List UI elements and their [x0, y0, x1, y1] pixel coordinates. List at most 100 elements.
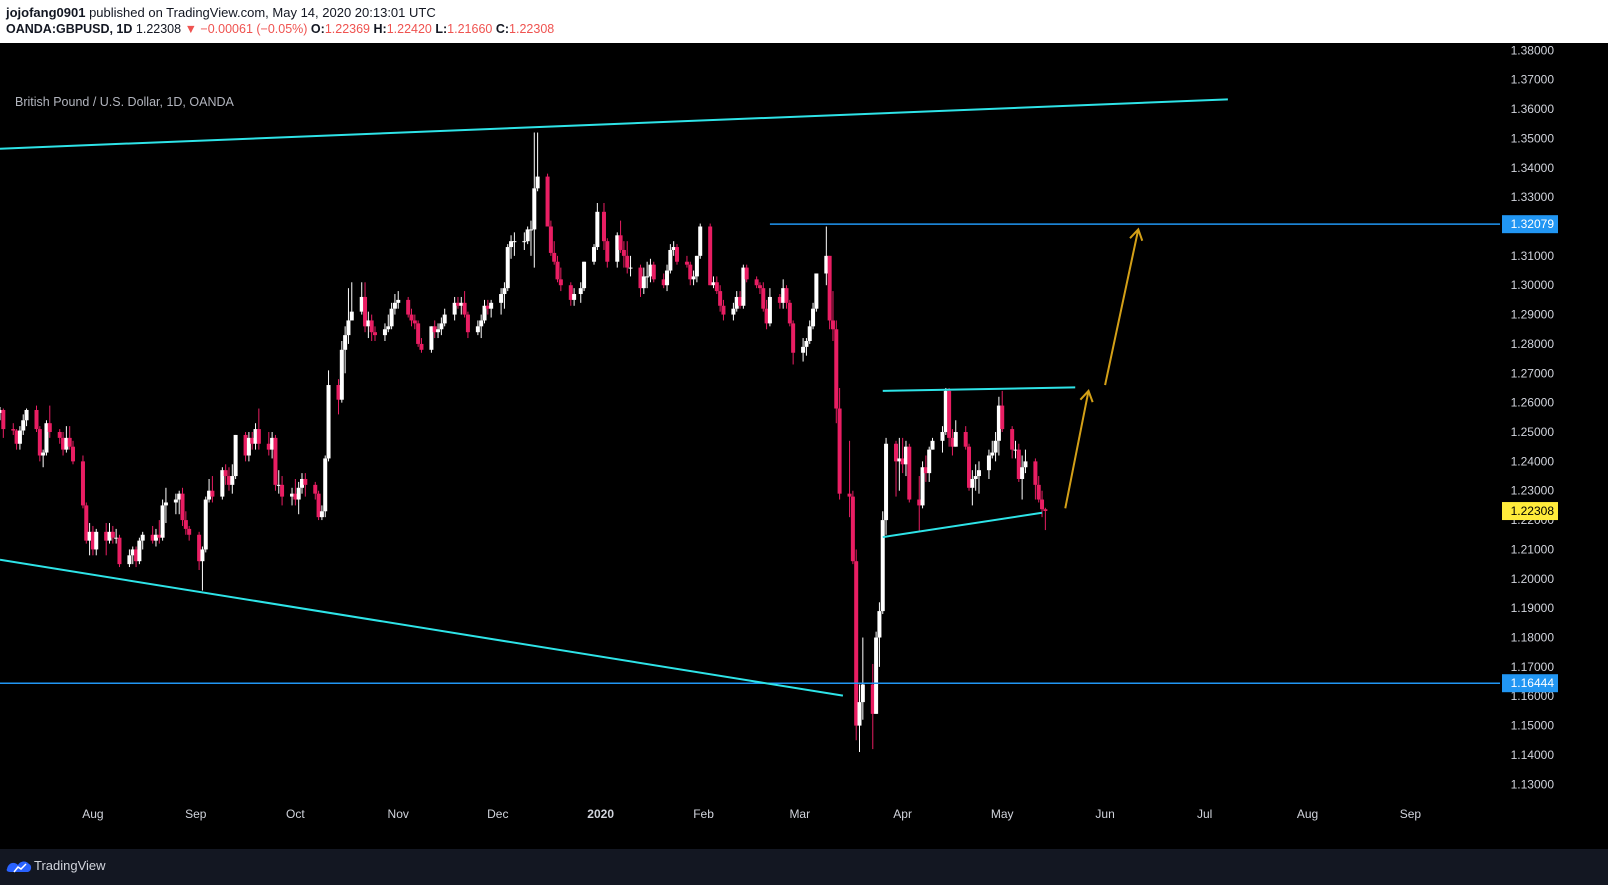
trend-line: [0, 558, 844, 697]
candle-body: [814, 273, 819, 309]
candle-body: [930, 440, 935, 450]
chart-area[interactable]: 1.13000 1.14000 1.15000 1.16000 1.17000 1.180…: [0, 43, 1608, 849]
candle-body: [130, 549, 135, 556]
author-name[interactable]: jojofang0901: [6, 5, 86, 20]
candle-body: [323, 458, 328, 512]
candle-body: [582, 261, 587, 289]
chart-title: British Pound / U.S. Dollar, 1D, OANDA: [15, 95, 234, 109]
candle-body: [976, 470, 981, 477]
price-chart[interactable]: 1.13000 1.14000 1.15000 1.16000 1.17000 1.180…: [0, 43, 1608, 849]
candle-body: [223, 470, 228, 477]
candle-body: [628, 267, 633, 269]
candle-body: [349, 311, 354, 321]
price-badge: [1502, 674, 1558, 693]
candle-body: [923, 467, 928, 474]
candle-body: [233, 434, 238, 477]
x-axis-tick-label: Nov: [388, 807, 409, 821]
candle-body: [153, 534, 158, 541]
candle-body: [963, 432, 968, 447]
price-badge-label: 1.32079: [1511, 217, 1555, 231]
candle-body: [967, 446, 972, 488]
y-axis-tick-label: 1.17000: [1511, 660, 1555, 674]
low-label: L:: [435, 22, 448, 36]
candle-body: [552, 252, 557, 262]
y-axis-tick-label: 1.34000: [1511, 161, 1555, 175]
x-axis-tick-label: Jun: [1095, 807, 1114, 821]
candle-body: [303, 478, 308, 485]
candle-body: [834, 329, 839, 409]
candle-body: [900, 458, 905, 465]
candle-body: [163, 502, 168, 506]
candle-body: [509, 241, 514, 248]
candle-body: [230, 476, 235, 485]
price-badge: [1502, 215, 1558, 234]
candle-body: [11, 429, 16, 431]
tradingview-logo-icon[interactable]: [6, 858, 32, 874]
candle-body: [64, 437, 69, 450]
y-axis-tick-label: 1.33000: [1511, 190, 1555, 204]
ohlc-info: OANDA:GBPUSD, 1D 1.22308 ▼ −0.00061 (−0.…: [6, 22, 554, 36]
candle-body: [807, 326, 812, 341]
candle-body: [197, 534, 202, 562]
x-axis-tick-label: Sep: [185, 807, 207, 821]
candle-body: [502, 288, 507, 295]
candle-body: [847, 493, 852, 497]
candle-body: [114, 537, 119, 539]
trend-line: [0, 98, 1228, 150]
y-axis-tick-label: 1.15000: [1511, 719, 1555, 733]
candle-body: [346, 320, 351, 336]
candle-body: [140, 534, 145, 541]
candle-body: [363, 296, 368, 327]
candle-body: [1033, 461, 1038, 485]
brand-name[interactable]: TradingView: [34, 858, 106, 873]
y-axis-tick-label: 1.23000: [1511, 484, 1555, 498]
candle-body: [1043, 509, 1048, 511]
candle-body: [512, 241, 517, 243]
candle-body: [17, 430, 22, 444]
candle-body: [429, 326, 434, 350]
candle-body: [37, 429, 42, 456]
y-axis-tick-label: 1.21000: [1511, 542, 1555, 556]
candle-body: [250, 437, 255, 444]
candle-body: [827, 255, 832, 321]
candle-body: [160, 505, 165, 538]
candle-body: [482, 305, 487, 321]
candle-body: [110, 531, 115, 538]
candle-body: [572, 294, 577, 300]
candle-body: [897, 458, 902, 462]
candle-body: [781, 288, 786, 303]
candle-body: [522, 241, 527, 243]
candle-body: [684, 261, 689, 265]
candle-body: [406, 299, 411, 315]
high-value: 1.22420: [386, 22, 432, 36]
x-axis-tick-label: Feb: [693, 807, 714, 821]
candle-body: [638, 267, 643, 289]
candle-body: [336, 385, 341, 400]
candle-body: [41, 452, 46, 456]
candle-body: [505, 247, 510, 289]
candle-body: [462, 302, 467, 315]
candle-body: [777, 296, 782, 303]
candle-body: [465, 314, 470, 333]
candle-body: [339, 349, 344, 400]
candle-body: [266, 443, 271, 450]
candle-body: [276, 484, 281, 486]
candle-body: [927, 449, 932, 474]
x-axis-tick-label: Mar: [789, 807, 810, 821]
candle-body: [884, 443, 889, 521]
candle-body: [243, 434, 248, 456]
candle-body: [343, 335, 348, 350]
y-axis-tick-label: 1.20000: [1511, 572, 1555, 586]
candle-body: [671, 247, 676, 250]
y-axis-tick-label: 1.18000: [1511, 631, 1555, 645]
candle-body: [804, 340, 809, 347]
candle-body: [943, 390, 948, 433]
price-badge-label: 1.22308: [1511, 504, 1555, 518]
candle-body: [84, 505, 89, 541]
candle-body: [903, 446, 908, 465]
candle-body: [668, 249, 673, 271]
candle-body: [200, 549, 205, 562]
candle-body: [986, 455, 991, 471]
candle-body: [970, 478, 975, 488]
candle-body: [665, 270, 670, 286]
